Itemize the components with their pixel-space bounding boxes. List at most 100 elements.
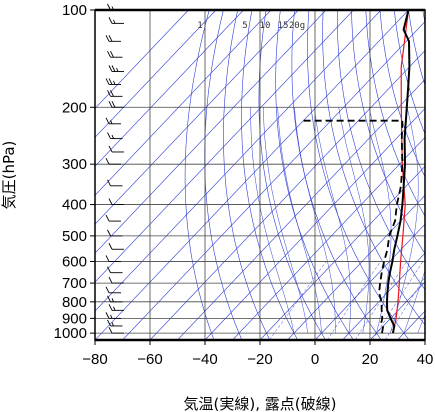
wind-barb-flag <box>108 304 113 311</box>
isotherm-line <box>95 10 354 283</box>
wind-barb-flag <box>111 101 116 108</box>
y-tick-label: 700 <box>62 275 87 292</box>
wind-barb-flag <box>110 90 114 97</box>
wind-barb-flag <box>105 78 110 85</box>
moist-adiabat-line <box>403 269 425 334</box>
wind-barb-flag <box>105 157 110 165</box>
dry-adiabat-line <box>223 10 271 340</box>
wind-barb-flag <box>105 214 110 222</box>
temperature-curve <box>386 10 411 334</box>
wind-barb <box>105 117 121 125</box>
wind-barb-flag <box>105 255 110 262</box>
isotherm-line <box>259 165 425 340</box>
wind-barb <box>108 326 124 334</box>
x-axis-label: 気温(実線), 露点(破線) <box>184 395 337 412</box>
wind-barb <box>105 78 121 85</box>
x-tick-label: −80 <box>82 351 107 368</box>
wind-barb-half-flag <box>113 306 116 311</box>
moist-adiabat-line <box>432 107 435 333</box>
isotherm-line <box>204 107 425 340</box>
dry-adiabat-line <box>258 10 326 340</box>
isotherm-line <box>95 10 272 196</box>
wind-barbs <box>105 3 124 334</box>
wind-barb-flag <box>108 101 113 108</box>
y-tick-label: 600 <box>62 253 87 270</box>
wind-barb-flag <box>107 90 111 97</box>
wind-barb-flag <box>105 312 110 319</box>
wind-barb <box>105 157 121 165</box>
wind-barb <box>108 145 124 153</box>
wind-barb <box>108 304 124 311</box>
y-tick-label: 900 <box>62 310 87 327</box>
dry-adiabat-line <box>351 10 425 255</box>
wind-barb-flag <box>107 179 111 187</box>
wind-barb-half-flag <box>111 298 114 303</box>
dry-adiabat-line <box>337 10 425 291</box>
isotherm-line <box>95 10 189 109</box>
isotherm-line <box>342 252 425 340</box>
x-tick-label: 40 <box>417 351 434 368</box>
mixing-ratio-label: 20g <box>289 21 305 31</box>
wind-barb <box>108 65 124 72</box>
wind-barb-half-flag <box>113 80 116 85</box>
dry-adiabat-line <box>307 10 410 340</box>
wind-barb-flag <box>105 117 110 125</box>
wind-barb-half-flag <box>110 314 113 319</box>
wind-barb-flag <box>107 132 111 139</box>
wind-barb-flag <box>111 65 116 72</box>
y-tick-label: 1000 <box>54 325 87 342</box>
isotherm-line <box>95 10 382 312</box>
isotherm-line <box>287 194 425 340</box>
x-axis-ticks: −80 −60 −40 −20 0 20 40 <box>82 340 433 368</box>
dry-adiabat-line <box>408 10 425 87</box>
isotherm-line <box>95 10 299 225</box>
grid <box>95 10 425 340</box>
isotherm-line <box>232 136 425 340</box>
wind-barb-flag <box>105 35 110 42</box>
wind-barb-flag <box>107 229 111 237</box>
wind-barb-flag <box>108 145 113 153</box>
wind-barb <box>107 90 123 97</box>
mixing-ratio-labels: 1 5 10 15 20g <box>197 21 305 31</box>
wind-barb-flag <box>108 326 113 334</box>
wind-barb-half-flag <box>111 322 114 327</box>
wind-barb <box>108 101 124 108</box>
dry-adiabat-line <box>275 10 354 340</box>
mixing-ratio-label: 10 <box>260 21 271 31</box>
x-tick-label: −40 <box>192 351 217 368</box>
wind-barb <box>105 214 121 222</box>
wind-barb <box>108 198 124 206</box>
x-tick-label: 0 <box>311 351 319 368</box>
isotherm-line <box>369 281 425 340</box>
wind-barb-flag <box>108 276 113 284</box>
isotherm-line <box>95 10 327 254</box>
dry-adiabat-line <box>322 10 425 326</box>
x-tick-label: −60 <box>137 351 162 368</box>
mixing-ratio-line <box>354 261 407 340</box>
mixing-ratio-line <box>269 261 327 340</box>
wind-barb <box>108 243 124 250</box>
dry-adiabat-line <box>184 10 215 340</box>
isotherm-line <box>177 79 425 340</box>
wind-barb <box>105 312 121 319</box>
isotherm-line <box>95 10 217 138</box>
y-tick-label: 100 <box>62 2 87 19</box>
wind-barb-flag <box>105 286 110 293</box>
dry-adiabat-line <box>291 10 382 340</box>
mixing-ratio-line <box>384 276 425 340</box>
x-tick-label: −20 <box>247 351 272 368</box>
isotherm-line <box>424 339 425 340</box>
wind-barb-half-flag <box>111 134 114 139</box>
wind-barb-flag <box>108 65 113 72</box>
isotherm-line <box>95 10 244 167</box>
wind-barb-flag <box>107 266 111 273</box>
dewpoint-curve <box>303 119 404 334</box>
wind-barb-flag <box>107 319 111 327</box>
wind-barb-flag <box>108 17 113 24</box>
x-tick-label: 20 <box>362 351 379 368</box>
y-tick-label: 800 <box>62 294 87 311</box>
wind-barb <box>107 132 123 140</box>
wind-barb <box>107 51 123 58</box>
wind-barb <box>107 179 123 187</box>
